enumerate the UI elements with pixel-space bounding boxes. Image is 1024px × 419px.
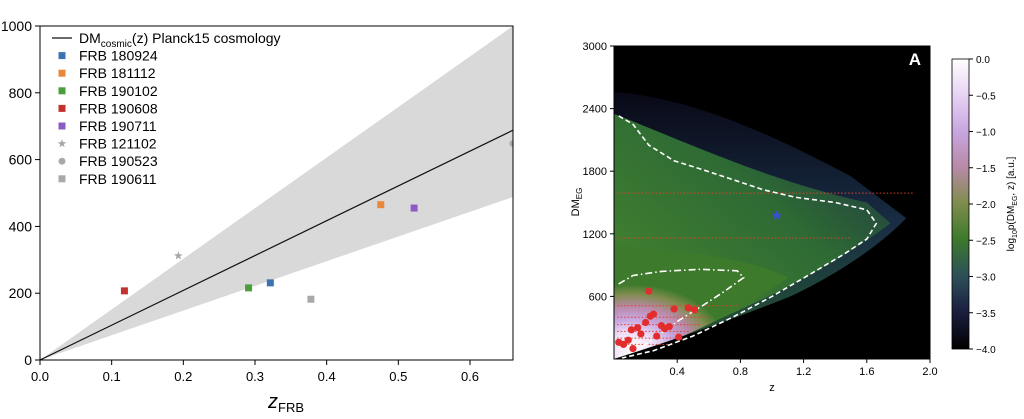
colorbar-tick-label: −1.0 [976,128,996,139]
legend-marker [58,52,66,60]
red-data-point [642,318,650,327]
colorbar-tick-label: −3.0 [976,273,996,284]
red-data-point [637,330,645,338]
y-tick-label: 600 [9,152,33,168]
legend-label: FRB 190608 [79,100,158,116]
right-chart: 0.4 0.8 1.2 1.6 2.0 600 1200 1800 2400 3000 A z D… [570,41,1019,394]
red-data-point [645,287,653,295]
x-tick-label: 0.1 [103,369,121,384]
data-point [509,140,513,148]
data-point [120,287,128,295]
red-data-point [653,332,661,340]
red-data-point [629,344,637,353]
x-tick-label: 1.6 [859,366,874,378]
red-data-point [684,304,692,312]
x-tick-label: 0.2 [174,369,192,384]
legend-label: FRB 190611 [79,171,157,187]
legend-marker [58,157,66,165]
panel-label: A [909,50,921,69]
y-tick-label: 1200 [583,229,607,241]
y-tick-label: 200 [9,285,33,301]
x-tick-label: 0.5 [389,369,407,384]
data-point [245,284,253,292]
left-chart: 0.0 0.1 0.2 0.3 0.4 0.5 0.6 0 200 400 600 800 1000 z… [1,18,514,415]
x-tick-label: 0.4 [670,366,685,378]
right-plot-frame [613,45,931,360]
legend-marker [58,175,66,183]
y-tick-label: 3000 [583,41,607,53]
data-point [174,251,183,260]
colorbar-tick-label: −3.5 [976,309,996,320]
data-point [307,295,315,303]
star-marker [771,210,782,220]
legend-label: FRB 181112 [79,65,156,81]
right-y-axis-label: DMEG [570,188,584,217]
x-tick-label: 0.8 [733,366,748,378]
heatmap-forbidden-region [614,233,930,359]
red-data-point [627,326,635,334]
y-tick-label: 600 [589,291,607,303]
legend-marker [58,104,66,112]
y-tick-label: 400 [9,218,33,234]
y-tick-label: 1000 [1,18,32,34]
data-point [410,204,418,212]
x-tick-label: 1.2 [796,366,811,378]
legend-marker [57,139,67,148]
legend-label: FRB 180924 [79,48,158,64]
legend-marker [58,69,66,77]
red-data-point [675,333,683,341]
x-tick-label: 2.0 [922,366,937,378]
red-data-point [670,305,678,313]
y-tick-label: 2400 [583,104,607,116]
red-data-point [665,323,673,331]
colorbar: 0.0 −0.5 −1.0 −1.5 −2.0 −2.5 −3.0 −3.5 −4.0 log1… [951,55,1019,356]
colorbar-tick-label: −0.5 [976,91,996,102]
x-tick-label: 0.0 [31,369,49,384]
left-x-axis-label: zFRB [267,391,304,415]
right-x-axis-label: z [769,382,775,394]
uncertainty-band [40,26,513,360]
y-tick-label: 0 [24,352,32,368]
colorbar-tick-label: 0.0 [976,55,990,66]
legend-marker [58,122,66,130]
red-data-point [690,306,699,314]
data-point [266,279,274,287]
red-data-point [624,336,632,344]
legend-marker [58,87,66,95]
left-plot-frame [39,25,514,361]
colorbar-tick-label: −1.5 [976,164,996,175]
heatmap-core-region [614,244,788,359]
colorbar-label: log10p(DMEG, z) [a.u.] [1006,156,1019,251]
legend-label: FRB 190523 [79,153,158,169]
y-tick-label: 1800 [583,166,607,178]
red-data-point [649,310,658,318]
x-tick-label: 0.3 [246,369,264,384]
legend-line-label: DMcosmic(z) Planck15 cosmology [79,30,281,50]
x-tick-label: 0.4 [318,369,336,384]
dm-cosmic-line [40,129,513,360]
contour-dashed [618,115,878,359]
red-data-point [619,340,628,348]
y-tick-label: 800 [9,85,33,101]
colorbar-gradient [951,58,970,350]
red-data-point [634,324,642,332]
legend-label: FRB 190711 [79,118,157,134]
legend-label: FRB 190102 [79,83,158,99]
contour-dashdot [618,268,745,357]
x-tick-label: 0.6 [461,369,479,384]
colorbar-tick-label: −2.0 [976,200,996,211]
colorbar-tick-label: −2.5 [976,236,996,247]
legend-label: FRB 121102 [79,136,157,152]
colorbar-tick-label: −4.0 [976,345,996,356]
data-point [377,201,385,209]
